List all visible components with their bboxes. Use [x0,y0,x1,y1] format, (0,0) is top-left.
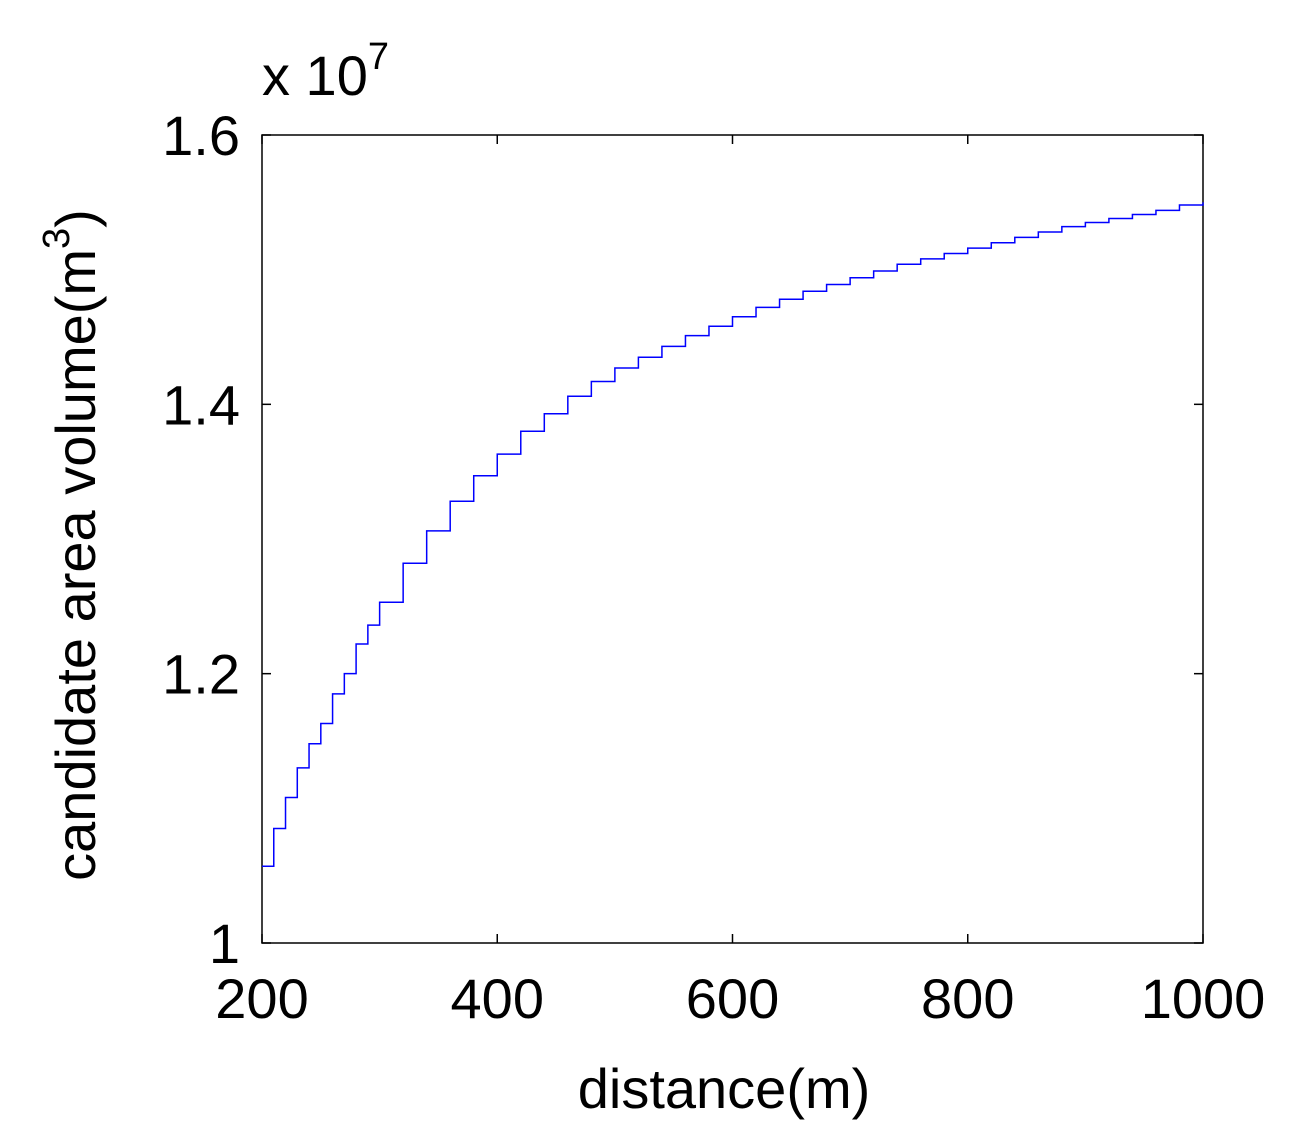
x-tick-label: 400 [451,967,544,1030]
x-tick-label: 800 [921,967,1014,1030]
y-tick-label: 1 [209,912,240,975]
axis-ticks [261,134,1204,944]
x-tick-label: 200 [215,967,308,1030]
x-axis-title: distance(m) [578,1057,871,1120]
x-tick-label: 1000 [1141,967,1266,1030]
y-tick-label: 1.6 [162,104,240,167]
y-tick-label: 1.2 [162,643,240,706]
x-tick-label: 600 [686,967,779,1030]
plot-area [261,134,1204,944]
series-line [262,202,1204,867]
y-axis-title: candidate area volume(m3) [36,209,107,881]
multiplier-exponent: 7 [368,36,389,78]
multiplier-label: x 107 [262,36,389,107]
y-tick-label: 1.4 [162,373,240,436]
y-axis-title-superscript: 3 [36,228,78,249]
tick-labels: 200 400 600 800 1000 1 1.2 1.4 1.6 [162,104,1265,1030]
